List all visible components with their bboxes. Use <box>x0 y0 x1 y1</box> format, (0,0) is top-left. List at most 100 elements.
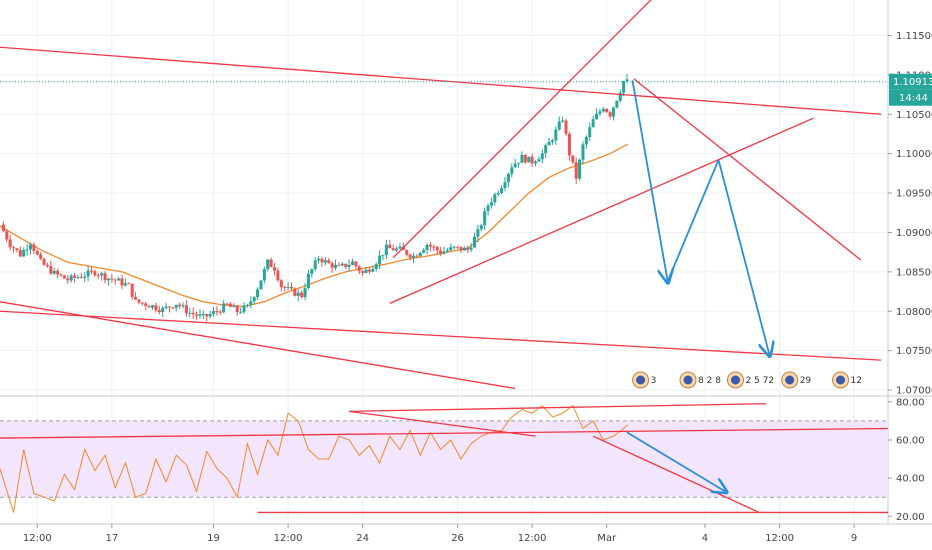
projection-arrow[interactable] <box>666 159 720 282</box>
candle[interactable] <box>334 264 338 268</box>
candle[interactable] <box>425 244 429 250</box>
candle[interactable] <box>378 255 382 265</box>
candle[interactable] <box>90 270 94 272</box>
candle[interactable] <box>45 264 49 266</box>
candle[interactable] <box>395 248 399 251</box>
candle[interactable] <box>25 249 29 251</box>
candle[interactable] <box>591 119 595 128</box>
candle[interactable] <box>56 270 60 275</box>
candle[interactable] <box>486 205 490 212</box>
candle[interactable] <box>62 275 66 279</box>
candle[interactable] <box>300 292 304 298</box>
candle[interactable] <box>452 246 456 248</box>
candle[interactable] <box>222 303 226 313</box>
candle[interactable] <box>256 289 260 298</box>
candle[interactable] <box>493 194 497 203</box>
candle[interactable] <box>479 225 483 230</box>
candle[interactable] <box>178 304 182 307</box>
candle[interactable] <box>262 269 266 281</box>
candle[interactable] <box>374 264 378 270</box>
candle[interactable] <box>215 311 219 313</box>
rsi-trendline[interactable] <box>0 427 889 439</box>
candle[interactable] <box>127 283 131 285</box>
candle[interactable] <box>381 254 385 256</box>
candle[interactable] <box>530 156 534 164</box>
candle[interactable] <box>286 286 290 288</box>
candle[interactable] <box>15 248 19 250</box>
candle[interactable] <box>581 144 585 160</box>
candle[interactable] <box>130 283 134 297</box>
candle[interactable] <box>198 314 202 316</box>
candle[interactable] <box>293 288 297 296</box>
candle[interactable] <box>306 273 310 289</box>
trendline[interactable] <box>0 46 882 115</box>
candle[interactable] <box>35 250 39 255</box>
candle[interactable] <box>564 120 568 134</box>
candle[interactable] <box>273 267 277 271</box>
candle[interactable] <box>517 162 521 164</box>
candle[interactable] <box>384 244 388 255</box>
rsi-projection-arrow[interactable] <box>626 431 725 491</box>
candle[interactable] <box>357 266 361 272</box>
event-marker[interactable]: 3 <box>632 371 657 389</box>
candle[interactable] <box>113 279 117 281</box>
candle[interactable] <box>289 286 293 289</box>
candle[interactable] <box>595 113 599 120</box>
candle[interactable] <box>466 247 470 250</box>
candle[interactable] <box>578 159 582 179</box>
candle[interactable] <box>398 246 402 249</box>
event-marker[interactable]: 8 2 8 <box>679 371 721 389</box>
candle[interactable] <box>59 274 63 276</box>
candle[interactable] <box>39 254 43 259</box>
candle[interactable] <box>405 250 409 255</box>
candle[interactable] <box>49 265 53 274</box>
candle[interactable] <box>330 263 334 268</box>
candle[interactable] <box>191 312 195 315</box>
candle[interactable] <box>473 236 477 248</box>
candle[interactable] <box>622 81 626 93</box>
candle[interactable] <box>279 280 283 288</box>
candle[interactable] <box>174 304 178 308</box>
candle[interactable] <box>571 155 575 163</box>
candle[interactable] <box>344 263 348 267</box>
projection-arrow[interactable] <box>717 159 770 355</box>
trendline[interactable] <box>392 0 652 259</box>
candle[interactable] <box>110 278 114 280</box>
candle[interactable] <box>601 108 605 112</box>
candles-layer[interactable] <box>1 74 629 322</box>
trendline[interactable] <box>0 310 882 361</box>
candle[interactable] <box>69 275 73 281</box>
candle[interactable] <box>456 246 460 248</box>
candle[interactable] <box>540 153 544 160</box>
candle[interactable] <box>313 260 317 270</box>
candle[interactable] <box>137 299 141 303</box>
candle[interactable] <box>144 303 148 307</box>
candle[interactable] <box>218 311 222 313</box>
event-markers-layer[interactable]: 3 8 2 8 2 5 72 29 12 <box>632 371 862 389</box>
candle[interactable] <box>615 100 619 108</box>
candle[interactable] <box>364 269 368 273</box>
candle[interactable] <box>161 307 165 312</box>
candle[interactable] <box>611 107 615 117</box>
candle[interactable] <box>276 270 280 281</box>
candle[interactable] <box>340 263 344 266</box>
candle[interactable] <box>18 249 22 257</box>
candle[interactable] <box>106 278 110 281</box>
candle[interactable] <box>462 247 466 251</box>
candle[interactable] <box>117 278 121 281</box>
candle[interactable] <box>544 145 548 154</box>
candle[interactable] <box>523 154 527 163</box>
candle[interactable] <box>496 193 500 195</box>
projection-layer[interactable] <box>626 80 770 491</box>
candle[interactable] <box>5 231 9 240</box>
candle[interactable] <box>123 283 127 286</box>
candle[interactable] <box>408 254 412 258</box>
candle[interactable] <box>100 273 104 276</box>
candle[interactable] <box>76 277 80 279</box>
candle[interactable] <box>442 251 446 254</box>
rsi-trendline[interactable] <box>349 410 536 437</box>
candle[interactable] <box>303 288 307 298</box>
candle[interactable] <box>469 247 473 250</box>
candle[interactable] <box>73 275 77 278</box>
candle[interactable] <box>120 278 124 286</box>
